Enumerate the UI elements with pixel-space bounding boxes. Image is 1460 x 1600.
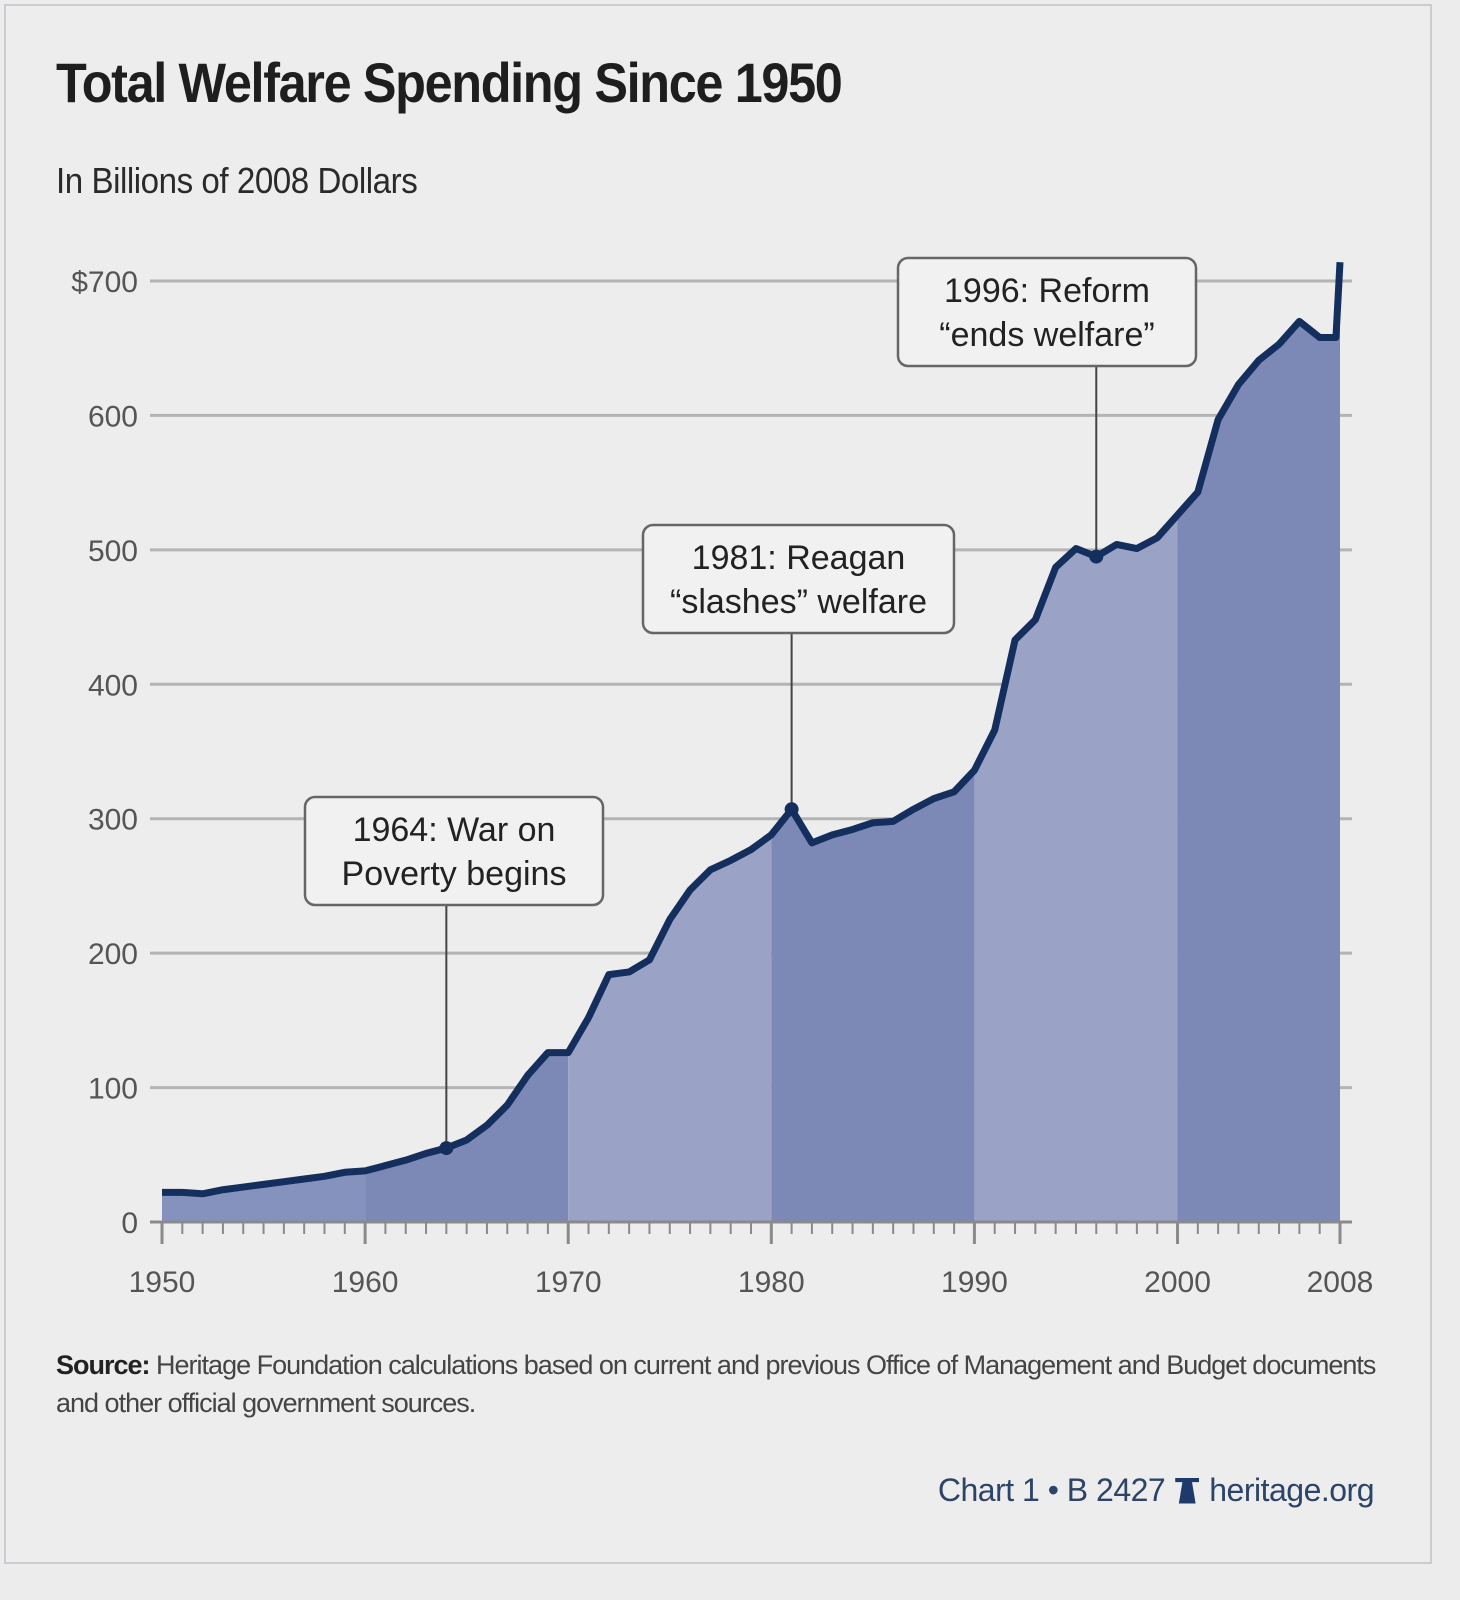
y-tick-label: $700: [71, 266, 138, 299]
annotation-text: 1996: Reform: [944, 272, 1150, 310]
liberty-bell-icon: [1175, 1477, 1200, 1504]
source-note: Source: Heritage Foundation calculations…: [56, 1346, 1376, 1422]
footer: Chart 1 • B 2427 heritage.org: [937, 1472, 1375, 1509]
annotation-marker: [784, 802, 799, 817]
chart-subtitle: In Billions of 2008 Dollars: [56, 160, 418, 201]
x-tick-label: 1990: [941, 1266, 1008, 1299]
x-tick-label: 1960: [332, 1266, 399, 1299]
y-tick-label: 400: [88, 669, 138, 702]
decade-band: [365, 262, 569, 1222]
annotation-text: 1981: Reagan: [692, 539, 906, 577]
y-tick-label: 100: [88, 1073, 138, 1106]
x-tick-label: 2008: [1307, 1266, 1374, 1299]
y-tick-label: 300: [88, 804, 138, 837]
annotation-box: [641, 523, 956, 635]
decade-band: [974, 262, 1178, 1222]
annotation-box: [303, 795, 605, 907]
y-tick-label: 500: [88, 535, 138, 568]
annotation-text: Poverty begins: [342, 855, 567, 893]
annotation-marker: [1089, 549, 1104, 564]
chart-id: Chart 1 • B 2427: [937, 1472, 1166, 1508]
y-tick-label: 200: [88, 938, 138, 971]
annotation-box: [896, 256, 1198, 368]
annotation-text: “ends welfare”: [939, 316, 1154, 354]
x-tick-label: 2000: [1144, 1266, 1211, 1299]
chart-title: Total Welfare Spending Since 1950: [56, 51, 843, 114]
decade-band: [568, 262, 772, 1222]
y-tick-label: 0: [121, 1207, 138, 1240]
x-tick-label: 1980: [738, 1266, 805, 1299]
series-line: [162, 261, 1344, 1198]
decade-band: [1177, 262, 1340, 1222]
annotation-text: 1964: War on: [353, 811, 556, 849]
annotation-marker: [439, 1141, 454, 1156]
y-tick-label: 600: [88, 400, 138, 433]
annotation-text: “slashes” welfare: [670, 583, 927, 621]
x-tick-label: 1950: [129, 1266, 196, 1299]
site-link[interactable]: heritage.org: [1209, 1472, 1374, 1508]
source-label: Source:: [56, 1350, 151, 1380]
decade-band: [162, 262, 366, 1222]
source-text: Heritage Foundation calculations based o…: [56, 1350, 1376, 1418]
decade-band: [771, 262, 975, 1222]
x-tick-label: 1970: [535, 1266, 602, 1299]
